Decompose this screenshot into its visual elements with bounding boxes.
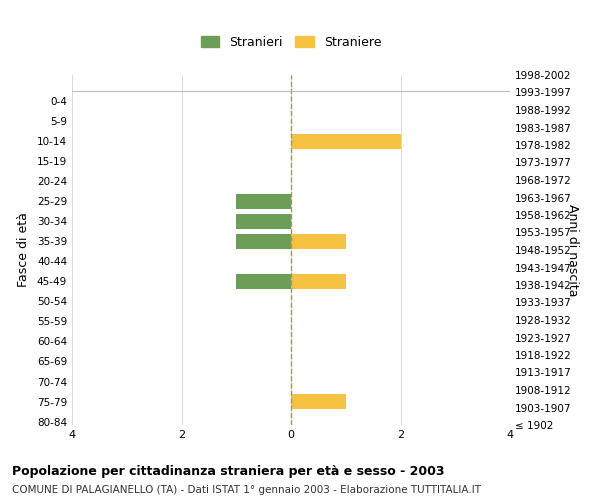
Bar: [291, 274, 346, 289]
Bar: [291, 394, 346, 409]
Text: COMUNE DI PALAGIANELLO (TA) - Dati ISTAT 1° gennaio 2003 - Elaborazione TUTTITAL: COMUNE DI PALAGIANELLO (TA) - Dati ISTAT…: [12, 485, 481, 495]
Y-axis label: Fasce di età: Fasce di età: [17, 212, 30, 288]
Legend: Stranieri, Straniere: Stranieri, Straniere: [200, 36, 382, 49]
Text: Popolazione per cittadinanza straniera per età e sesso - 2003: Popolazione per cittadinanza straniera p…: [12, 465, 445, 478]
Bar: [236, 194, 291, 208]
Y-axis label: Anni di nascita: Anni di nascita: [566, 204, 578, 296]
Bar: [236, 214, 291, 228]
Bar: [236, 234, 291, 248]
Bar: [236, 274, 291, 289]
Bar: [291, 234, 346, 248]
Bar: [291, 134, 401, 148]
